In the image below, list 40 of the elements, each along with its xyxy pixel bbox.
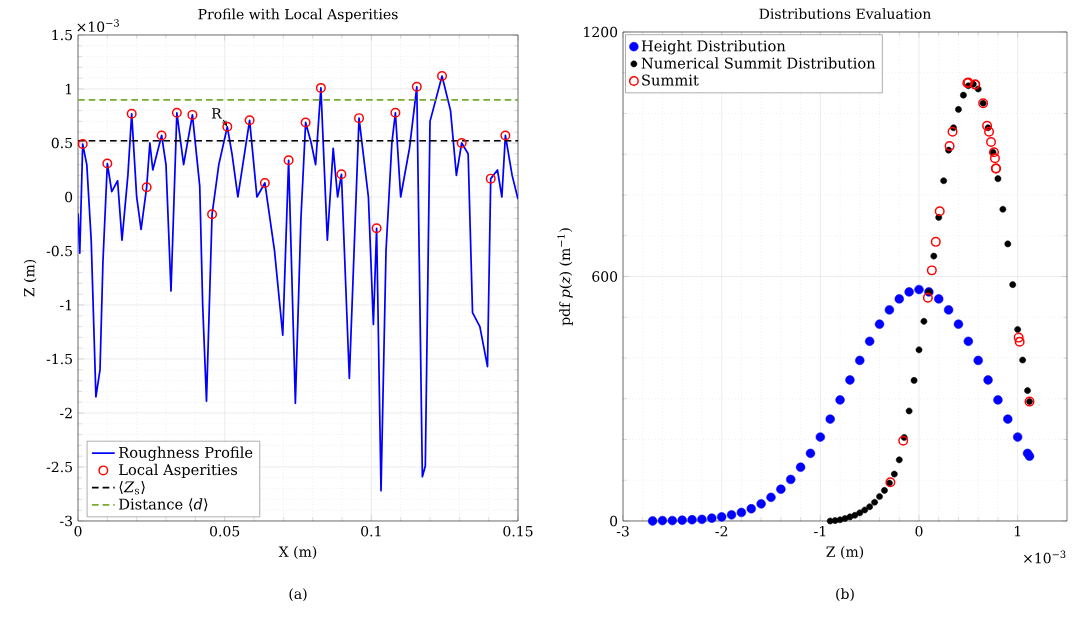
- y-tick-label: 0: [610, 515, 618, 527]
- text: (b): [836, 588, 854, 602]
- legend-label: Height Distribution: [641, 40, 786, 55]
- y-tick-label: 600: [592, 271, 618, 282]
- chart-title: Distributions Evaluation: [759, 8, 931, 20]
- text: ×10$^{−3}$: [1024, 550, 1066, 564]
- legend-label: Summit: [642, 74, 699, 86]
- y-tick-label: 1.5: [52, 29, 72, 41]
- y-tick-label: 1200: [584, 26, 618, 38]
- y-tick-label: -3: [60, 515, 73, 527]
- x-tick-label: -1: [814, 525, 826, 537]
- x-tick-label: 0: [915, 525, 923, 537]
- legend-label: Roughness Profile: [119, 446, 253, 461]
- y-axis-title: pdf p(z) (m$^{−1}$): [557, 228, 573, 326]
- text: (a): [289, 588, 307, 602]
- y-tick-label: 0.5: [51, 137, 72, 149]
- legend-label: Distance ⟨d⟩: [119, 498, 208, 512]
- x-axis-title: X (m): [278, 546, 317, 559]
- x-tick-label: 0.15: [503, 525, 533, 537]
- y-tick-label: -0.5: [46, 245, 72, 257]
- y-axis-title: Z (m): [23, 259, 37, 297]
- x-tick-label: -2: [715, 525, 728, 537]
- x-tick-label: 0: [74, 525, 82, 537]
- x-tick-label: 0.05: [210, 525, 240, 537]
- legend-label: ⟨Z$_{s}$⟩: [119, 481, 145, 495]
- chart-title: Profile with Local Asperities: [198, 8, 398, 23]
- y-tick-label: -1.5: [46, 353, 72, 365]
- legend-label: Local Asperities: [119, 463, 238, 478]
- x-tick-label: 1: [1014, 525, 1021, 537]
- x-axis-title: Z (m): [826, 546, 864, 559]
- legend-label: Numerical Summit Distribution: [641, 57, 876, 69]
- y-tick-label: -2: [60, 407, 72, 419]
- y-tick-label: -1: [60, 299, 72, 311]
- x-tick-label: -3: [616, 525, 629, 537]
- y-tick-label: -2.5: [46, 461, 72, 473]
- x-tick-label: 0.1: [361, 525, 381, 537]
- y-tick-label: 1: [65, 83, 72, 95]
- y-tick-label: 0: [65, 191, 73, 203]
- text: ×10$^{−3}$: [77, 19, 119, 33]
- annotation: R: [211, 108, 223, 119]
